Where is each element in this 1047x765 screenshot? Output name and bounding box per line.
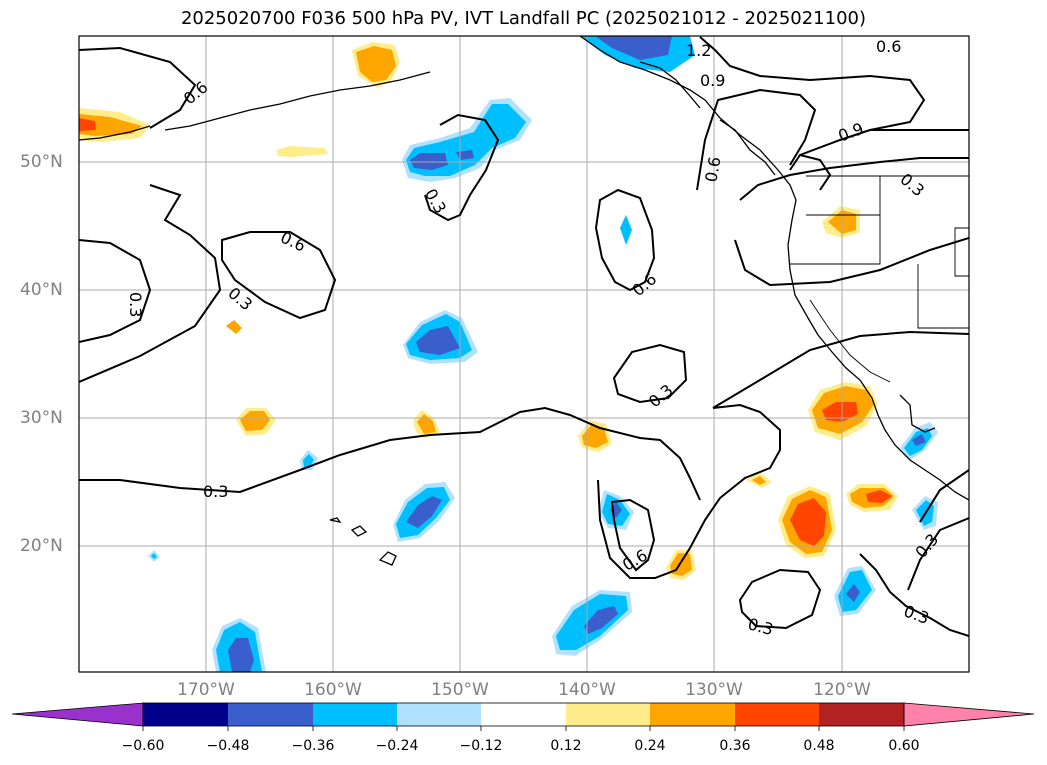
colorbar-extend-min [11,702,144,727]
positive-anomaly [226,320,242,334]
contour-label: 0.3 [421,185,450,217]
negative-anomaly [912,434,926,446]
lon-label: 140°W [558,680,616,700]
positive-anomaly [866,490,892,503]
colorbar-bin [735,703,819,726]
lon-label: 160°W [304,680,362,700]
contour-label: 0.6 [619,545,651,574]
negative-anomaly [584,606,618,634]
colorbar-bin [650,703,735,726]
colorbar-tick-label: 0.60 [888,738,920,754]
contour-label: 0.9 [700,71,725,90]
positive-anomaly [356,46,396,82]
lat-label: 50°N [20,152,63,172]
positive-anomaly [752,476,766,485]
colorbar-bin [143,703,228,726]
colorbar-tick-label: 0.12 [550,738,582,754]
contour-label: 0.3 [203,482,228,501]
colorbar-bin [566,703,650,726]
positive-anomaly [276,146,328,157]
negative-anomaly [406,496,442,528]
contour-label: 0.3 [746,614,776,639]
negative-anomaly [228,638,254,672]
negative-anomaly [151,553,157,559]
positive-anomaly [822,402,858,422]
colorbar-frame [142,702,905,727]
positive-anomaly [79,118,96,131]
contour-label: 0.6 [629,269,661,300]
colorbar-tick-label: −0.60 [121,738,165,754]
contour-label: 0.6 [701,155,724,183]
colorbar-tick-label: 0.48 [803,738,835,754]
colorbar-tick-label: −0.48 [206,738,250,754]
colorbar-tick-label: −0.36 [291,738,335,754]
colorbar-bin [228,703,313,726]
contour-label: 0.6 [876,37,901,56]
contour-label: 0.3 [901,601,931,628]
contour-label: 0.9 [836,119,866,146]
negative-anomaly [846,584,860,602]
colorbar-tick-label: 0.36 [719,738,751,754]
lat-label: 20°N [20,536,63,556]
map-title: 2025020700 F036 500 hPa PV, IVT Landfall… [180,8,867,29]
contour-label: 0.3 [224,283,256,314]
positive-anomaly [240,411,270,431]
political-borders [790,175,969,383]
colorbar-extend-max [903,702,1035,727]
lon-label: 170°W [177,680,235,700]
colorbar-bin [397,703,481,726]
lon-label: 120°W [813,680,871,700]
pc-contours [79,36,969,637]
negative-anomaly [416,326,460,355]
positive-anomaly [582,424,608,448]
contour-label: 0.3 [896,169,928,200]
plot-frame [78,35,970,673]
pv-anomaly-shading [79,36,938,672]
lon-label: 130°W [685,680,743,700]
colorbar-tick-label: 0.24 [634,738,666,754]
colorbar-tick-label: −0.24 [375,738,419,754]
contour-label: 1.2 [686,41,711,60]
coastlines [79,36,969,566]
negative-anomaly [303,454,314,468]
lon-label: 150°W [431,680,489,700]
contour-label: 0.3 [645,380,677,411]
lat-label: 40°N [20,280,63,300]
positive-anomaly [79,114,142,136]
colorbar [11,702,1035,731]
colorbar-tick-label: −0.12 [459,738,503,754]
positive-anomaly [417,414,436,434]
colorbar-bin [819,703,904,726]
colorbar-bin [481,703,566,726]
contour-label: 0.3 [126,292,145,317]
negative-anomaly [595,36,672,60]
positive-anomaly [790,498,826,546]
lat-label: 30°N [20,408,63,428]
negative-anomaly [620,215,632,245]
colorbar-bin [313,703,397,726]
